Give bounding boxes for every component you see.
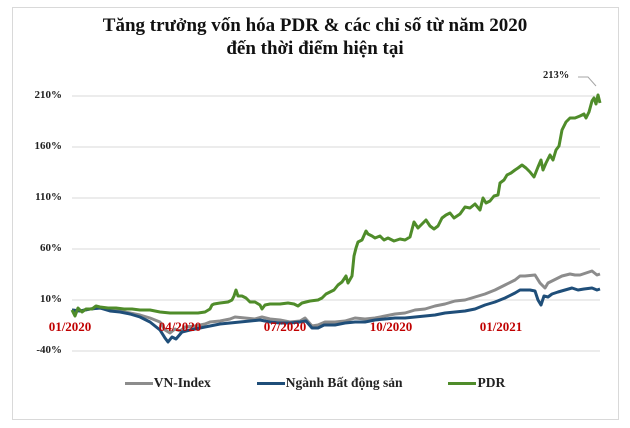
y-tick-label: 110% — [35, 191, 62, 203]
chart-title: Tăng trưởng vốn hóa PDR & các chỉ số từ … — [0, 14, 630, 60]
gridlines — [72, 95, 600, 352]
annotation-leader-line — [578, 76, 597, 87]
x-tick-label: 04/2020 — [158, 319, 202, 334]
y-tick-label: 210% — [34, 89, 63, 101]
x-tick-label: 07/2020 — [263, 319, 307, 334]
chart-title-line-1: Tăng trưởng vốn hóa PDR & các chỉ số từ … — [102, 15, 528, 36]
legend-swatch-blue — [256, 381, 285, 385]
y-tick-label: 160% — [34, 140, 63, 152]
chart-legend: VN-Index Ngành Bất động sản PDR — [0, 375, 630, 391]
y-tick-label: -40% — [36, 344, 62, 356]
legend-label: Ngành Bất động sản — [285, 375, 403, 390]
chart-title-line-2: đến thời điểm hiện tại — [226, 38, 404, 59]
x-tick-label: 10/2020 — [369, 319, 413, 334]
y-tick-label: 60% — [40, 242, 62, 254]
y-tick-label: 10% — [40, 293, 62, 305]
legend-item-vn-index: VN-Index — [124, 375, 211, 391]
legend-label: VN-Index — [153, 375, 211, 390]
legend-swatch-gray — [124, 381, 153, 385]
series-line-pdr — [70, 93, 602, 318]
legend-swatch-green — [448, 381, 477, 385]
legend-label: PDR — [477, 375, 506, 390]
legend-item-pdr: PDR — [448, 375, 505, 391]
annotation-213-percent: 213% — [543, 70, 570, 81]
x-tick-label: 01/2021 — [479, 319, 523, 334]
series-line-vn-index — [71, 269, 601, 335]
x-tick-label: 01/2020 — [48, 319, 92, 334]
legend-item-nganh-bds: Ngành Bất động sản — [256, 375, 403, 391]
series-line-nganh-bds — [71, 286, 601, 344]
